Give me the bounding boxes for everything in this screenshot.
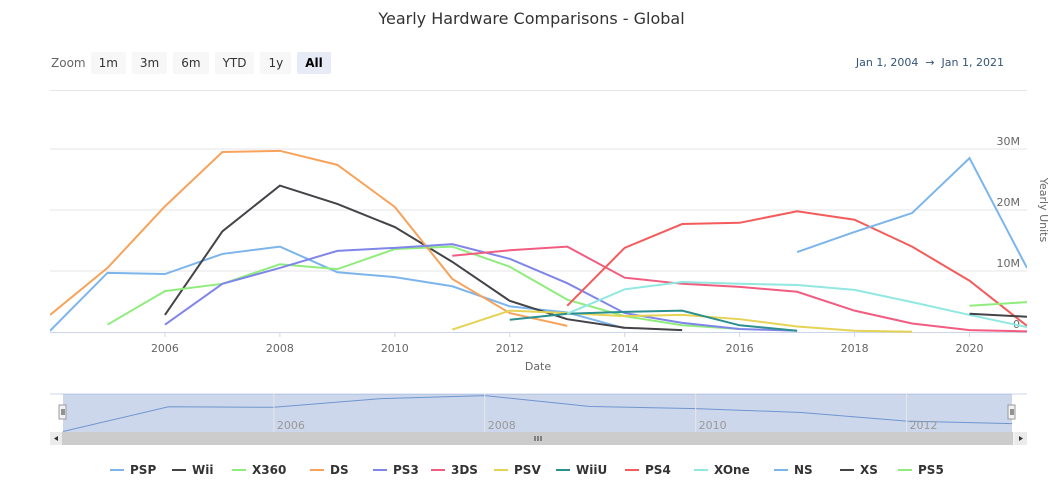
y-tick-label: 20M [997,196,1021,209]
x-tick-label: 2020 [956,342,984,355]
navigator-label: 2006 [277,419,305,432]
legend-item-ps4[interactable]: PS4 [625,463,671,477]
legend-label: PSV [514,463,541,477]
legend-item-wii[interactable]: Wii [172,463,213,477]
arrow-left-icon [54,436,58,441]
navigator-label: 2010 [699,419,727,432]
series-line-xone [566,280,1027,329]
series-line-ps5 [969,301,1027,307]
navigator-label: 2008 [488,419,516,432]
legend-item-psv[interactable]: PSV [494,463,541,477]
range-to[interactable]: Jan 1, 2021 [941,56,1004,69]
series-line-ds [50,149,568,327]
arrow-right-icon [1019,436,1023,441]
legend-label: PS5 [918,463,944,477]
legend-label: PSP [130,463,156,477]
zoom-ytd-button[interactable]: YTD [214,52,255,74]
legend-label: X360 [252,463,286,477]
date-range: Jan 1, 2004 → Jan 1, 2021 [856,56,1004,69]
zoom-1y-button[interactable]: 1y [260,52,292,74]
legend-item-xs[interactable]: XS [840,463,878,477]
x-tick-label: 2010 [381,342,409,355]
x-tick-label: 2018 [841,342,869,355]
x-tick-label: 2016 [726,342,754,355]
zoom-6m-button[interactable]: 6m [173,52,209,74]
legend-item-xone[interactable]: XOne [694,463,750,477]
legend-label: 3DS [451,463,478,477]
series-line-psp [50,245,625,332]
legend-label: XOne [714,463,750,477]
navigator-label: 2012 [910,419,938,432]
legend-item-ps3[interactable]: PS3 [373,463,419,477]
series-line-ns [796,156,1027,269]
legend-item-ps5[interactable]: PS5 [898,463,944,477]
legend-label: WiiU [576,463,607,477]
y-axis-title: Yearly Units [1037,177,1050,243]
navigator-series [62,395,1013,432]
legend-item-3ds[interactable]: 3DS [431,463,478,477]
legend-label: NS [794,463,813,477]
series-line-ps3 [164,243,798,332]
x-tick-label: 2006 [151,342,179,355]
navigator-mask [63,394,1012,432]
legend-label: PS3 [393,463,419,477]
legend-label: DS [330,463,349,477]
chart-title: Yearly Hardware Comparisons - Global [378,9,685,28]
x-tick-label: 2008 [266,342,294,355]
series-line-xs [969,312,1027,318]
range-from[interactable]: Jan 1, 2004 [855,56,919,69]
x-tick-label: 2014 [611,342,639,355]
series-line-wiiu [509,309,798,332]
zoom-label: Zoom [51,56,86,70]
x-tick-label: 2012 [496,342,524,355]
legend-item-x360[interactable]: X360 [232,463,286,477]
legend-label: PS4 [645,463,671,477]
series-line-ps4 [566,210,1027,327]
legend-item-ds[interactable]: DS [310,463,349,477]
range-arrow: → [925,56,935,69]
legend-item-ns[interactable]: NS [774,463,813,477]
x-axis-title: Date [525,360,552,373]
zoom-3m-button[interactable]: 3m [131,52,168,74]
legend-item-wiiu[interactable]: WiiU [556,463,607,477]
series-line-psv [451,309,913,333]
legend-label: Wii [192,463,213,477]
y-tick-label: 30M [997,135,1021,148]
zoom-all-button[interactable]: All [297,52,331,74]
zoom-selector: Zoom 1m 3m 6m YTD 1y All [51,52,337,74]
legend-label: XS [860,463,878,477]
zoom-1m-button[interactable]: 1m [90,52,126,74]
legend-item-psp[interactable]: PSP [110,463,156,477]
y-tick-label: 10M [997,257,1021,270]
series-line-x360 [106,245,740,330]
series-line-wii [164,184,683,332]
series-line-3ds [452,245,1027,333]
